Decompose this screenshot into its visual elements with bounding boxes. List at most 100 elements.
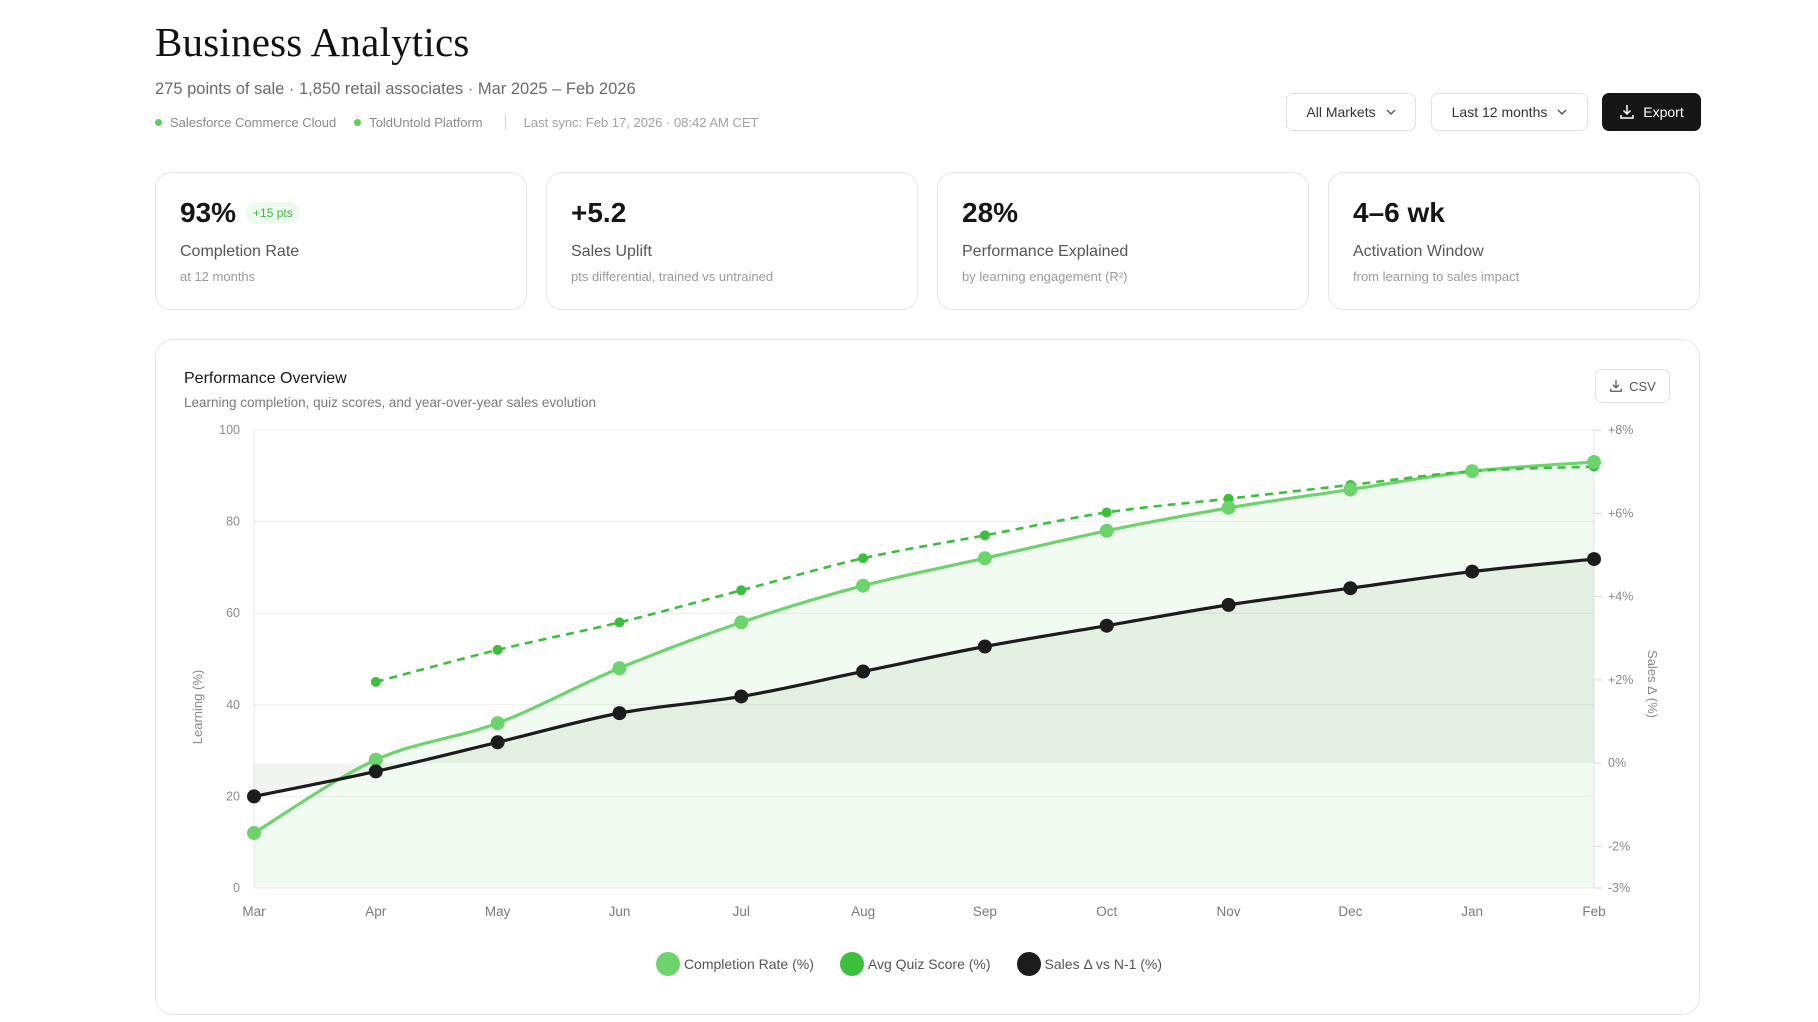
kpi-label: Completion Rate bbox=[180, 243, 300, 260]
x-tick-label: Jul bbox=[733, 904, 750, 919]
divider bbox=[504, 114, 506, 130]
completion-point bbox=[1465, 464, 1480, 479]
x-tick-label: Apr bbox=[365, 904, 387, 919]
y-tick-label: 60 bbox=[226, 606, 240, 620]
kpi-sublabel: at 12 months bbox=[180, 269, 256, 284]
completion-point bbox=[1587, 455, 1601, 470]
chevron-down-icon bbox=[1557, 109, 1567, 115]
source-label: Salesforce Commerce Cloud bbox=[170, 114, 337, 130]
y-tick-label: 0 bbox=[233, 881, 240, 895]
page-title: Business Analytics bbox=[155, 19, 470, 65]
y-right-tick-label: 0% bbox=[1608, 756, 1626, 770]
sales-area bbox=[254, 559, 1594, 797]
legend-item-sales[interactable]: Sales Δ vs N-1 (%) bbox=[1016, 952, 1162, 976]
x-tick-label: Aug bbox=[851, 904, 875, 919]
completion-line bbox=[253, 460, 1595, 835]
status-dot-icon bbox=[354, 118, 362, 126]
y-axis-title-right: Sales Δ (%) bbox=[1645, 650, 1660, 718]
last-sync: Last sync: Feb 17, 2026 · 08:42 AM CET bbox=[523, 114, 759, 130]
chart-subtitle: Learning completion, quiz scores, and ye… bbox=[184, 395, 596, 410]
kpi-card-sales-uplift: +5.2 Sales Uplift pts differential, trai… bbox=[546, 172, 918, 310]
y-axis-title-left: Learning (%) bbox=[190, 670, 205, 744]
completion-area bbox=[254, 462, 1594, 888]
sales-point bbox=[977, 639, 992, 654]
chart-legend: Completion Rate (%) Avg Quiz Score (%) S… bbox=[0, 952, 1818, 976]
legend-swatch-icon bbox=[839, 952, 864, 976]
completion-point bbox=[1221, 500, 1236, 515]
legend-swatch-icon bbox=[1016, 952, 1041, 976]
source-toldundold: ToldUntold Platform bbox=[354, 115, 483, 130]
quiz-point bbox=[1101, 507, 1112, 518]
kpi-badge: +15 pts bbox=[246, 202, 300, 224]
period-select[interactable]: Last 12 months bbox=[1431, 93, 1588, 131]
y-tick-label: 20 bbox=[226, 789, 240, 803]
completion-point bbox=[856, 578, 871, 593]
y-right-tick-label: +8% bbox=[1608, 423, 1633, 437]
legend-item-quiz[interactable]: Avg Quiz Score (%) bbox=[839, 952, 991, 976]
page-subtitle: 275 points of sale · 1,850 retail associ… bbox=[155, 80, 636, 98]
quiz-point bbox=[736, 585, 747, 596]
sales-point bbox=[1221, 597, 1236, 612]
kpi-value: 93% bbox=[180, 197, 237, 228]
market-select-value: All Markets bbox=[1306, 104, 1376, 120]
x-tick-label: Dec bbox=[1338, 904, 1362, 919]
x-tick-label: Feb bbox=[1582, 904, 1605, 919]
sales-point bbox=[1099, 618, 1114, 633]
sales-point bbox=[856, 664, 871, 679]
period-select-value: Last 12 months bbox=[1451, 104, 1548, 120]
y-right-tick-label: +4% bbox=[1608, 590, 1633, 604]
kpi-card-performance-explained: 28% Performance Explained by learning en… bbox=[937, 172, 1309, 310]
sales-line bbox=[253, 557, 1595, 798]
quiz-point bbox=[979, 530, 990, 541]
csv-label: CSV bbox=[1629, 378, 1656, 394]
kpi-value: 4–6 wk bbox=[1353, 197, 1445, 228]
status-dot-icon bbox=[155, 118, 162, 126]
kpi-label: Performance Explained bbox=[962, 243, 1129, 260]
sales-point bbox=[1587, 552, 1601, 567]
sales-point bbox=[1343, 581, 1358, 596]
export-label: Export bbox=[1643, 104, 1684, 120]
kpi-value: 28% bbox=[962, 197, 1019, 228]
download-icon bbox=[1610, 379, 1622, 392]
x-tick-label: Nov bbox=[1217, 904, 1241, 919]
completion-point bbox=[1099, 523, 1114, 538]
x-tick-label: Jan bbox=[1461, 904, 1483, 919]
sales-point bbox=[1465, 564, 1480, 579]
legend-label: Completion Rate (%) bbox=[683, 956, 814, 972]
chart-title: Performance Overview bbox=[184, 370, 347, 387]
sales-point bbox=[247, 789, 261, 804]
completion-point bbox=[612, 661, 627, 676]
completion-point bbox=[368, 752, 383, 767]
performance-overview-card bbox=[155, 339, 1700, 1015]
sales-point bbox=[490, 735, 505, 750]
data-sources: Salesforce Commerce Cloud ToldUntold Pla… bbox=[155, 114, 759, 130]
legend-item-completion[interactable]: Completion Rate (%) bbox=[655, 952, 814, 976]
x-tick-label: Sep bbox=[973, 904, 997, 919]
export-button[interactable]: Export bbox=[1602, 93, 1701, 131]
legend-swatch-icon bbox=[655, 952, 680, 976]
sales-point bbox=[612, 706, 627, 721]
y-right-tick-label: +2% bbox=[1608, 673, 1633, 687]
x-tick-label: Jun bbox=[609, 904, 631, 919]
quiz-point bbox=[370, 676, 381, 687]
completion-point bbox=[977, 551, 992, 566]
csv-download-button[interactable]: CSV bbox=[1595, 369, 1670, 403]
kpi-sublabel: pts differential, trained vs untrained bbox=[571, 269, 774, 284]
download-icon bbox=[1620, 105, 1635, 119]
quiz-point bbox=[614, 617, 625, 628]
chevron-down-icon bbox=[1386, 109, 1396, 115]
y-tick-label: 80 bbox=[226, 515, 240, 529]
kpi-card-activation-window: 4–6 wk Activation Window from learning t… bbox=[1328, 172, 1700, 310]
kpi-sublabel: by learning engagement (R²) bbox=[962, 269, 1128, 284]
source-salesforce: Salesforce Commerce Cloud bbox=[155, 115, 336, 130]
y-tick-label: 40 bbox=[226, 698, 240, 712]
sales-point bbox=[368, 764, 383, 779]
quiz-point bbox=[858, 553, 869, 564]
y-right-tick-label: +6% bbox=[1608, 506, 1633, 520]
kpi-sublabel: from learning to sales impact bbox=[1353, 269, 1520, 284]
quiz-point bbox=[492, 644, 503, 655]
y-right-tick-label: -2% bbox=[1608, 839, 1630, 853]
legend-label: Avg Quiz Score (%) bbox=[867, 956, 991, 972]
market-select[interactable]: All Markets bbox=[1286, 93, 1416, 131]
